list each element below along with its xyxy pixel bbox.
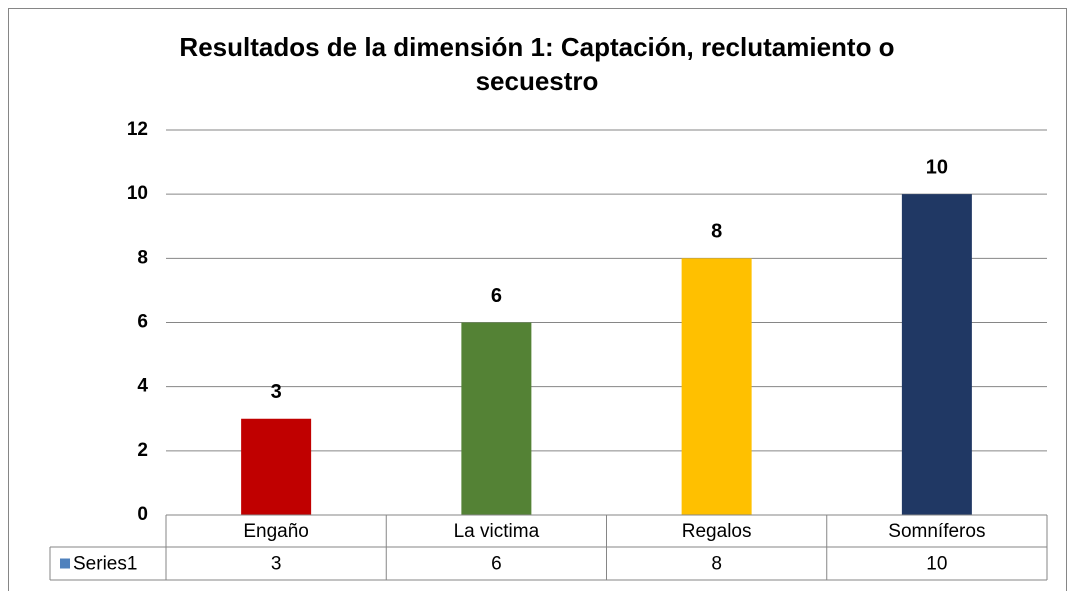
data-label: 8: [711, 221, 722, 243]
legend-key: [60, 558, 70, 569]
legend-label: Series1: [73, 554, 137, 575]
table-value: 3: [271, 554, 282, 575]
bar: [901, 194, 972, 515]
table-value: 6: [491, 554, 502, 575]
y-tick-label: 12: [127, 119, 148, 140]
y-tick-label: 8: [137, 247, 148, 268]
chart-border: [8, 8, 1067, 591]
bar: [681, 258, 752, 515]
data-label: 6: [491, 285, 502, 307]
y-tick-label: 4: [137, 376, 148, 397]
table-value: 8: [711, 554, 722, 575]
y-tick-label: 6: [137, 312, 148, 333]
x-tick-label: La victima: [454, 521, 540, 542]
data-label: 10: [926, 156, 948, 178]
y-tick-label: 0: [137, 504, 148, 525]
x-tick-label: Regalos: [682, 521, 752, 542]
y-tick-label: 2: [137, 440, 148, 461]
x-tick-label: Engaño: [243, 521, 309, 542]
x-tick-label: Somníferos: [888, 521, 985, 542]
data-label: 3: [271, 381, 282, 403]
table-value: 10: [926, 554, 947, 575]
chart-title: Resultados de la dimensión 1: Captación,…: [179, 32, 895, 96]
bar: [461, 322, 532, 515]
bar: [241, 418, 312, 515]
y-tick-label: 10: [127, 183, 148, 204]
